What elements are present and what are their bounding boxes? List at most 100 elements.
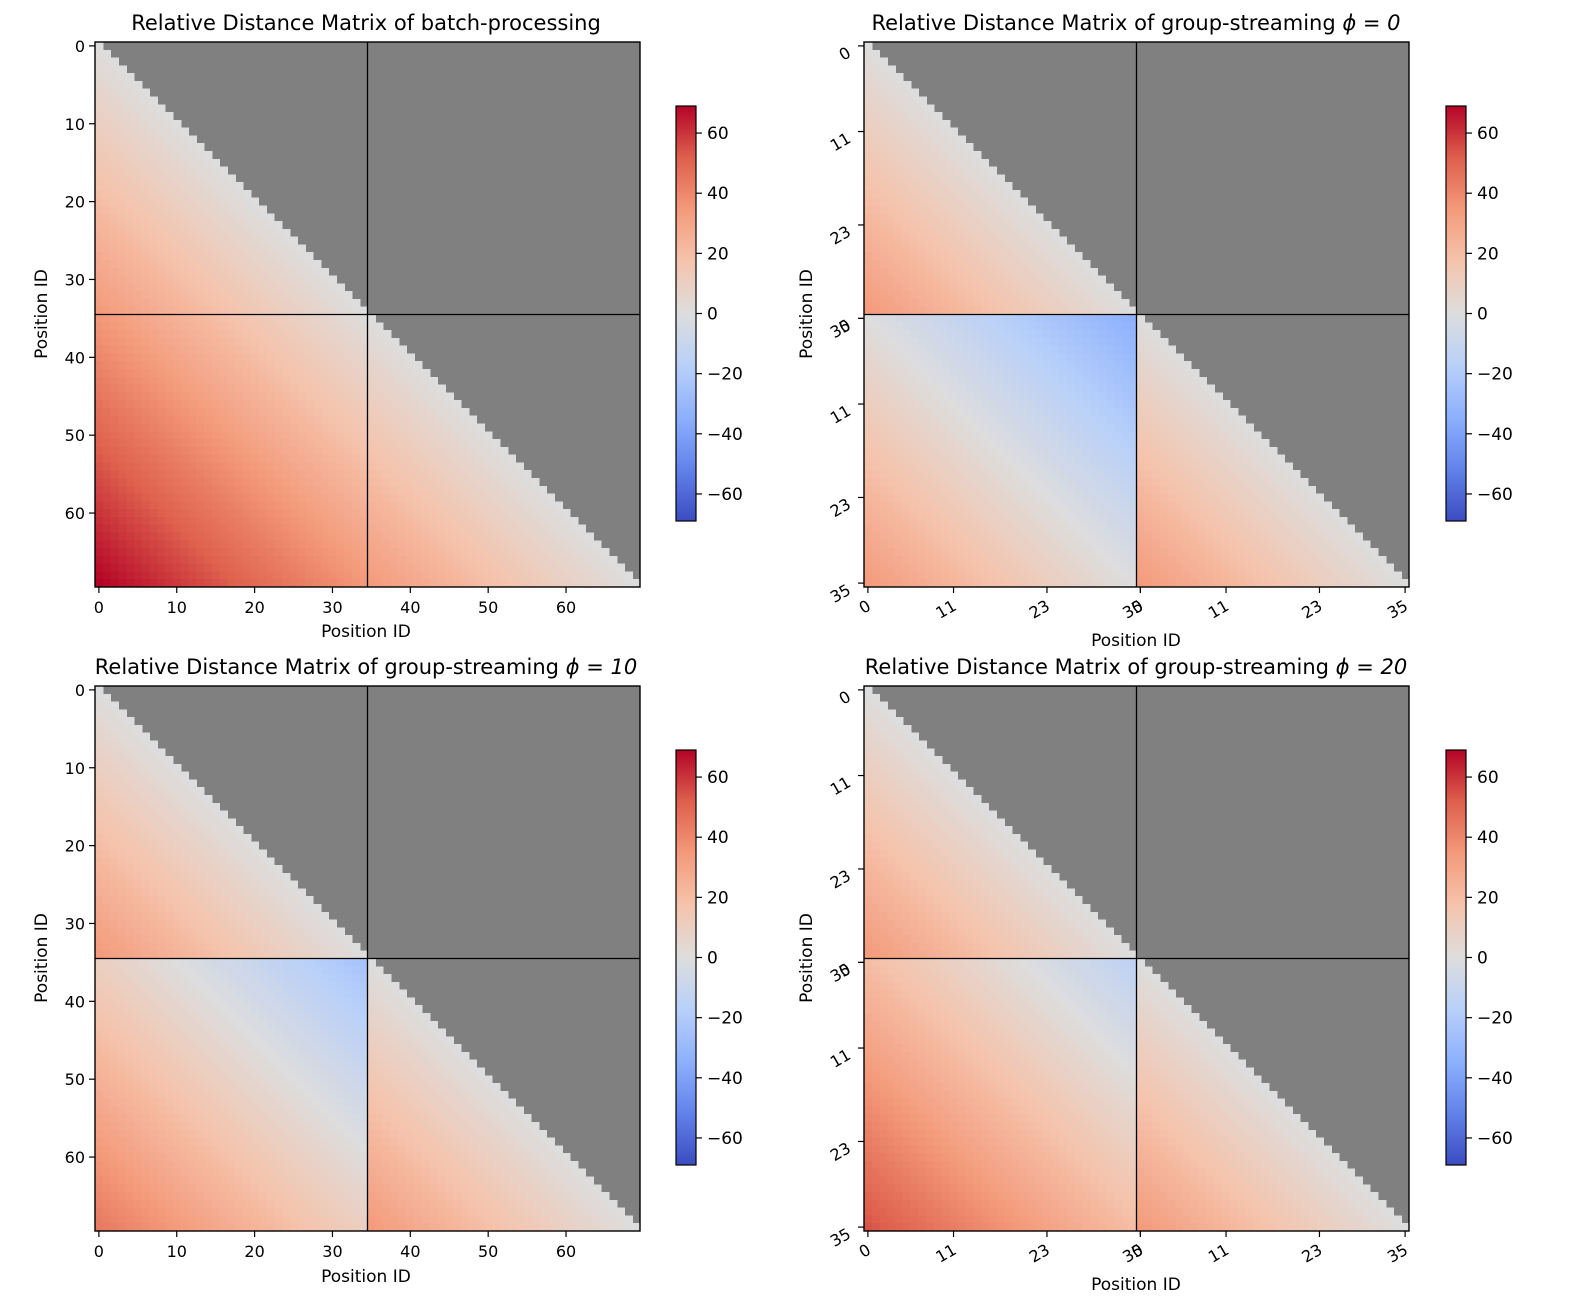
heatmap-cell — [227, 267, 236, 277]
heatmap-cell — [1105, 478, 1114, 487]
heatmap-cell — [344, 314, 353, 323]
heatmap-cell — [445, 571, 454, 580]
heatmap-cell — [1113, 446, 1122, 456]
heatmap-cell — [227, 384, 236, 393]
heatmap-cell — [1004, 205, 1013, 214]
heatmap-cell — [344, 532, 353, 541]
heatmap-cell — [1206, 470, 1215, 479]
heatmap-cell — [523, 548, 532, 557]
heatmap-cell — [926, 439, 935, 448]
heatmap-cell — [126, 275, 135, 284]
heatmap-cell — [895, 213, 904, 222]
heatmap-cell — [258, 260, 267, 269]
heatmap-cell — [204, 439, 213, 448]
heatmap-cell — [305, 446, 314, 456]
heatmap-cell — [437, 548, 446, 557]
heatmap-cell — [102, 213, 112, 222]
heatmap-cell — [258, 283, 267, 292]
heatmap-cell — [172, 166, 182, 175]
heatmap-cell — [383, 353, 392, 362]
heatmap-cell — [1136, 501, 1145, 510]
heatmap-cell — [1113, 439, 1122, 448]
heatmap-cell — [1175, 579, 1184, 588]
heatmap-cell — [973, 376, 982, 386]
heatmap-cell — [1136, 470, 1145, 479]
heatmap-cell — [864, 213, 873, 222]
heatmap-cell — [141, 376, 151, 386]
heatmap-cell — [1043, 439, 1052, 448]
heatmap-cell — [102, 260, 112, 269]
heatmap-cell — [934, 431, 943, 440]
heatmap-cell — [95, 283, 104, 292]
heatmap-cell — [235, 579, 244, 588]
heatmap-cell — [1128, 555, 1138, 565]
heatmap-cell — [492, 470, 501, 479]
heatmap-cell — [102, 337, 112, 347]
heatmap-cell — [1050, 376, 1060, 386]
heatmap-cell — [1198, 407, 1208, 417]
heatmap-cell — [1011, 213, 1021, 222]
heatmap-cell — [204, 283, 213, 292]
heatmap-cell — [118, 524, 127, 534]
heatmap-cell — [133, 143, 143, 152]
heatmap-cell — [165, 337, 174, 347]
heatmap-cell — [172, 392, 182, 401]
heatmap-cell — [918, 478, 927, 487]
heatmap-cell — [110, 275, 119, 284]
heatmap-cell — [126, 579, 135, 588]
heatmap-cell — [1159, 462, 1169, 471]
heatmap-cell — [165, 423, 174, 432]
heatmap-cell — [1152, 439, 1161, 448]
heatmap-cell — [1167, 555, 1177, 565]
heatmap-cell — [359, 516, 369, 526]
heatmap-cell — [1105, 407, 1114, 417]
heatmap-cell — [235, 189, 244, 199]
heatmap-cell — [102, 493, 112, 502]
heatmap-cell — [864, 361, 873, 370]
heatmap-cell — [1027, 493, 1036, 502]
heatmap-cell — [414, 407, 423, 417]
heatmap-cell — [1105, 353, 1114, 362]
heatmap-cell — [289, 345, 299, 355]
heatmap-cell — [1315, 493, 1324, 502]
heatmap-cell — [926, 283, 935, 292]
heatmap-cell — [988, 493, 997, 502]
heatmap-cell — [996, 213, 1005, 222]
heatmap-cell — [1074, 571, 1083, 580]
heatmap-cell — [918, 174, 927, 183]
heatmap-cell — [149, 361, 158, 370]
heatmap-cell — [879, 205, 888, 214]
heatmap-cell — [219, 182, 228, 191]
heatmap-cell — [242, 478, 252, 487]
heatmap-cell — [1050, 283, 1060, 292]
heatmap-cell — [1245, 540, 1254, 549]
heatmap-cell — [1004, 384, 1013, 393]
heatmap-cell — [1011, 189, 1021, 199]
heatmap-cell — [126, 493, 135, 502]
heatmap-cell — [499, 509, 509, 518]
heatmap-cell — [157, 548, 166, 557]
heatmap-cell — [965, 291, 974, 300]
heatmap-cell — [1074, 322, 1083, 331]
heatmap-cell — [320, 306, 330, 316]
heatmap-cell — [110, 415, 119, 425]
heatmap-cell — [996, 376, 1005, 386]
heatmap-cell — [118, 423, 127, 432]
heatmap-cell — [211, 166, 221, 175]
heatmap-cell — [242, 446, 252, 456]
heatmap-cell — [196, 252, 205, 261]
heatmap-cell — [1019, 291, 1029, 300]
heatmap-cell — [445, 407, 454, 417]
heatmap-cell — [211, 174, 221, 183]
heatmap-cell — [235, 384, 244, 393]
heatmap-cell — [871, 493, 881, 502]
heatmap-cell — [281, 446, 291, 456]
heatmap-cell — [242, 275, 252, 284]
heatmap-cell — [227, 540, 236, 549]
heatmap-cell — [1035, 244, 1044, 253]
heatmap-cell — [390, 579, 400, 588]
heatmap-cell — [1066, 267, 1075, 277]
heatmap-cell — [965, 174, 974, 183]
heatmap-cell — [211, 431, 221, 440]
heatmap-cell — [1346, 540, 1356, 549]
